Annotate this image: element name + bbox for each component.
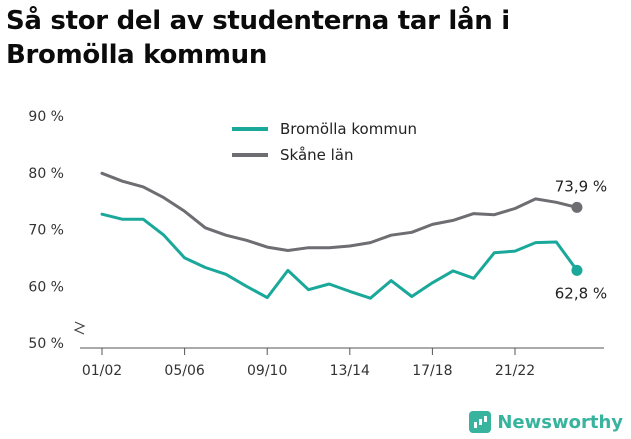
- legend-label-2: Skåne län: [280, 146, 354, 164]
- series-end-label-1: 62,8 %: [555, 284, 607, 302]
- series-end-label-2: 73,9 %: [555, 177, 607, 195]
- x-tick-label: 09/10: [247, 363, 287, 379]
- series-line-2: [100, 171, 579, 252]
- series-end-point-1: [571, 264, 583, 276]
- y-tick-label: 60 %: [28, 279, 64, 295]
- x-tick-label: 13/14: [330, 363, 370, 379]
- series-line-1: [100, 212, 579, 300]
- series-end-point-2: [571, 201, 583, 213]
- x-tick-label: 01/02: [82, 363, 122, 379]
- x-tick-label: 05/06: [164, 363, 204, 379]
- y-tick-label: 70 %: [28, 223, 64, 239]
- brand-name: Newsworthy: [497, 411, 623, 433]
- brand-logo: Newsworthy: [469, 411, 623, 433]
- y-tick-label: 50 %: [28, 336, 64, 352]
- y-tick-label: 90 %: [28, 109, 64, 125]
- chart-title: Så stor del av studenterna tar lån i Bro…: [6, 6, 510, 70]
- x-tick-label: 17/18: [412, 363, 452, 379]
- y-tick-label: 80 %: [28, 166, 64, 182]
- bar-chart-icon: [469, 411, 492, 433]
- legend-label-1: Bromölla kommun: [280, 120, 417, 138]
- x-tick-label: 21/22: [495, 363, 535, 379]
- axis-break-icon: [73, 321, 86, 335]
